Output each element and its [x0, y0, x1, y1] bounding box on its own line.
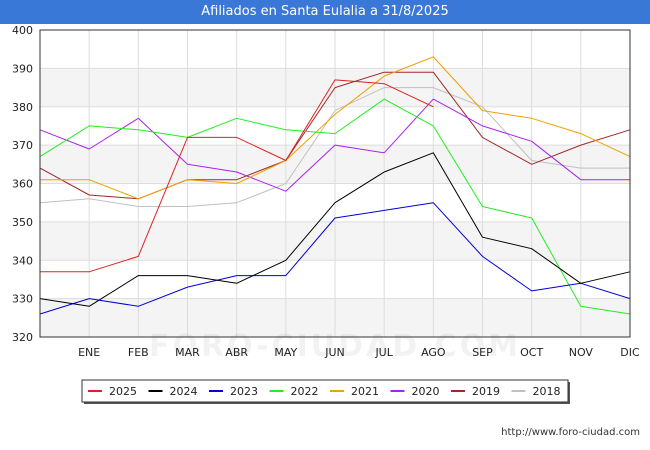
x-tick-label: ENE [78, 346, 100, 359]
series-line-2021 [40, 56, 631, 200]
x-tick-label: FEB [128, 346, 149, 359]
legend-label-2018: 2018 [533, 385, 561, 398]
y-tick-label: 340 [12, 254, 33, 267]
y-tick-label: 400 [12, 24, 33, 37]
series-line-2020 [39, 98, 630, 192]
x-tick-label: JUN [324, 346, 345, 359]
y-tick-label: 360 [12, 178, 33, 191]
legend-label-2019: 2019 [472, 385, 500, 398]
y-tick-label: 390 [12, 62, 33, 75]
legend-label-2025: 2025 [109, 385, 137, 398]
plot-frame [39, 29, 631, 338]
series-line-2022 [39, 98, 631, 315]
series-line-2023 [39, 202, 631, 315]
x-tick-label: JUL [374, 346, 393, 359]
y-tick-label: 350 [12, 216, 33, 229]
watermark: FORO-CIUDAD.COM [149, 329, 521, 364]
series-lines [39, 56, 631, 315]
legend: 2025 2024 2023 2022 2021 2020 2019 2018 [81, 379, 570, 404]
x-tick-label: MAR [175, 346, 200, 359]
legend-label-2023: 2023 [230, 385, 258, 398]
series-line-2025 [40, 79, 434, 273]
x-tick-label: OCT [520, 346, 543, 359]
source-url: http://www.foro-ciudad.com [501, 427, 640, 438]
y-tick-label: 320 [12, 331, 33, 344]
x-tick-label: SEP [472, 346, 493, 359]
y-tick-label: 380 [12, 101, 33, 114]
series-line-2018 [39, 87, 630, 207]
x-tick-label: AGO [421, 346, 446, 359]
y-axis-ticks: 320 330 340 350 360 370 380 390 400 [12, 24, 33, 344]
x-tick-label: NOV [569, 346, 594, 359]
legend-box [81, 379, 569, 403]
legend-label-2022: 2022 [291, 385, 319, 398]
x-axis-ticks: ENE FEB MAR ABR MAY JUN JUL AGO SEP OCT NOV DIC [78, 346, 640, 359]
y-tick-label: 370 [12, 139, 33, 152]
x-tick-label: DIC [620, 346, 640, 359]
y-tick-label: 330 [12, 293, 33, 306]
x-tick-label: MAY [274, 346, 297, 359]
legend-label-2020: 2020 [412, 385, 440, 398]
series-line-2024 [39, 152, 631, 307]
legend-label-2021: 2021 [351, 385, 379, 398]
x-tick-label: ABR [225, 346, 248, 359]
legend-label-2024: 2024 [170, 385, 198, 398]
chart-title: Afiliados en Santa Eulalia a 31/8/2025 [0, 0, 650, 24]
